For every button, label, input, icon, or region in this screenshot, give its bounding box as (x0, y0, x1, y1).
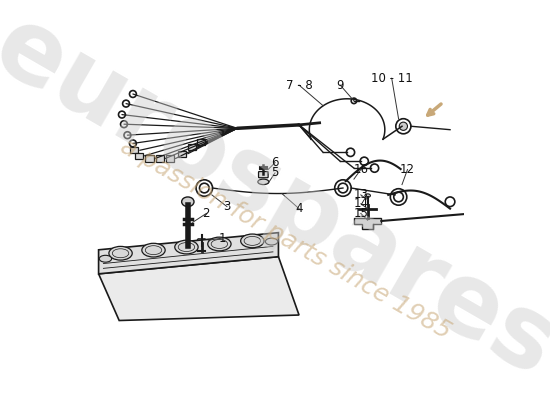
Ellipse shape (175, 240, 198, 254)
Polygon shape (354, 218, 381, 229)
FancyBboxPatch shape (166, 156, 174, 162)
Circle shape (399, 122, 408, 130)
Text: 12: 12 (400, 163, 415, 176)
FancyBboxPatch shape (258, 172, 268, 178)
Ellipse shape (99, 255, 112, 262)
Text: 9: 9 (337, 78, 344, 92)
FancyBboxPatch shape (145, 156, 153, 162)
Ellipse shape (266, 238, 278, 245)
Text: 7 - 8: 7 - 8 (285, 78, 312, 92)
FancyBboxPatch shape (135, 153, 143, 159)
Polygon shape (98, 257, 299, 320)
Text: 10 - 11: 10 - 11 (371, 72, 412, 85)
Text: 4: 4 (295, 202, 303, 215)
Ellipse shape (182, 197, 194, 206)
FancyBboxPatch shape (188, 144, 196, 150)
FancyBboxPatch shape (130, 147, 139, 153)
Text: 6: 6 (271, 156, 279, 169)
Polygon shape (98, 233, 278, 274)
Text: 15: 15 (353, 207, 369, 220)
FancyBboxPatch shape (178, 151, 186, 157)
Text: 16: 16 (353, 163, 369, 176)
FancyBboxPatch shape (156, 156, 164, 162)
Text: 5: 5 (271, 166, 279, 180)
Text: 1: 1 (218, 232, 226, 245)
Text: 3: 3 (223, 200, 230, 213)
Text: 13: 13 (353, 188, 369, 201)
Ellipse shape (365, 194, 370, 197)
Ellipse shape (241, 234, 264, 248)
Ellipse shape (109, 246, 132, 260)
Polygon shape (197, 239, 206, 243)
Ellipse shape (208, 237, 231, 251)
FancyBboxPatch shape (197, 139, 205, 145)
Ellipse shape (142, 243, 165, 257)
Text: 14: 14 (353, 197, 369, 210)
Ellipse shape (258, 179, 269, 185)
Text: a passion for parts since 1985: a passion for parts since 1985 (116, 135, 455, 344)
Text: 2: 2 (202, 207, 210, 220)
